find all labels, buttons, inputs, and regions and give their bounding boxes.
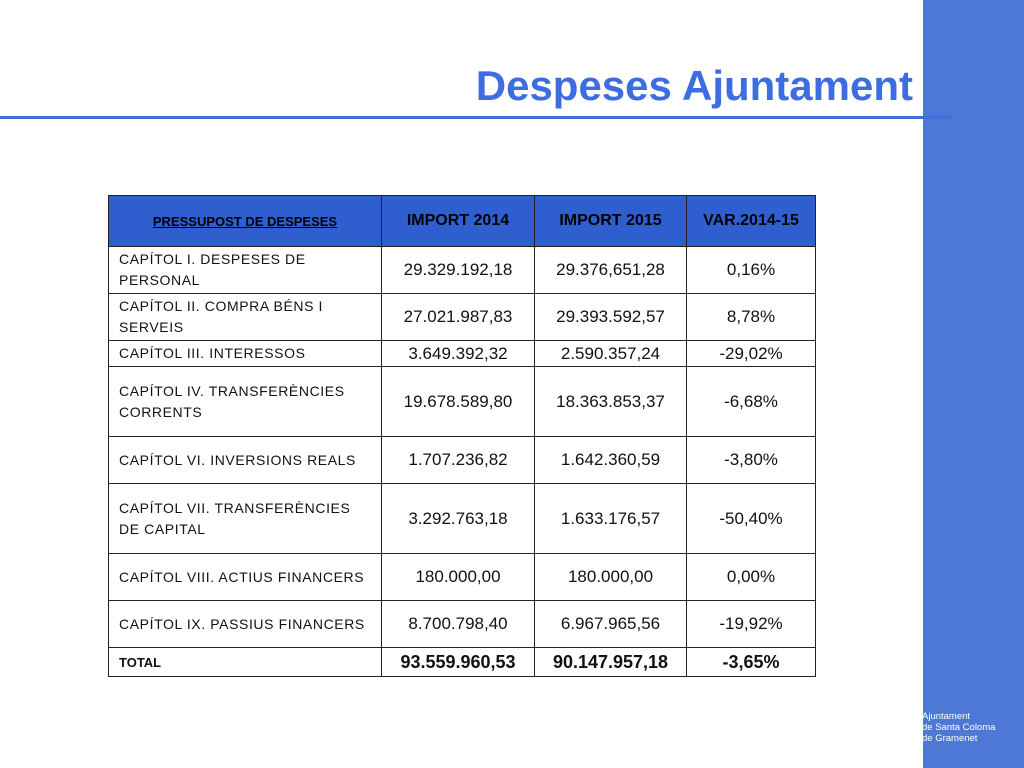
row-label: CAPÍTOL VII. TRANSFERÈNCIES DE CAPITAL	[108, 483, 382, 554]
table-row: CAPÍTOL VII. TRANSFERÈNCIES DE CAPITAL 3…	[108, 483, 816, 554]
row-var: 8,78%	[686, 293, 816, 341]
budget-table: PRESSUPOST DE DESPESES IMPORT 2014 IMPOR…	[108, 195, 816, 677]
row-import-2015: 180.000,00	[534, 553, 687, 601]
row-var: 0,00%	[686, 553, 816, 601]
table-row: CAPÍTOL II. COMPRA BÉNS I SERVEIS 27.021…	[108, 293, 816, 341]
row-label: CAPÍTOL I. DESPESES DE PERSONAL	[108, 246, 382, 294]
row-label: CAPÍTOL VI. INVERSIONS REALS	[108, 436, 382, 484]
row-import-2015: 2.590.357,24	[534, 340, 687, 367]
title-rule	[0, 116, 953, 119]
row-label: CAPÍTOL IV. TRANSFERÈNCIES CORRENTS	[108, 366, 382, 437]
table-row: CAPÍTOL IX. PASSIUS FINANCERS 8.700.798,…	[108, 600, 816, 648]
total-import-2015: 90.147.957,18	[534, 647, 687, 677]
row-import-2014: 1.707.236,82	[381, 436, 535, 484]
row-import-2015: 1.642.360,59	[534, 436, 687, 484]
header-import-2014: IMPORT 2014	[381, 195, 535, 247]
total-row: TOTAL 93.559.960,53 90.147.957,18 -3,65%	[108, 647, 816, 677]
logo-line: de Santa Coloma	[922, 722, 996, 733]
table-row: CAPÍTOL I. DESPESES DE PERSONAL 29.329.1…	[108, 246, 816, 294]
logo-line: de Gramenet	[922, 733, 978, 744]
header-import-2015: IMPORT 2015	[534, 195, 687, 247]
row-var: -50,40%	[686, 483, 816, 554]
table-row: CAPÍTOL VIII. ACTIUS FINANCERS 180.000,0…	[108, 553, 816, 601]
table-row: CAPÍTOL IV. TRANSFERÈNCIES CORRENTS 19.6…	[108, 366, 816, 437]
header-var: VAR.2014-15	[686, 195, 816, 247]
row-import-2015: 29.376,651,28	[534, 246, 687, 294]
row-var: -6,68%	[686, 366, 816, 437]
table-row: CAPÍTOL III. INTERESSOS 3.649.392,32 2.5…	[108, 340, 816, 367]
row-import-2015: 6.967.965,56	[534, 600, 687, 648]
row-import-2014: 3.292.763,18	[381, 483, 535, 554]
row-label: CAPÍTOL IX. PASSIUS FINANCERS	[108, 600, 382, 648]
row-var: -29,02%	[686, 340, 816, 367]
row-var: -19,92%	[686, 600, 816, 648]
total-import-2014: 93.559.960,53	[381, 647, 535, 677]
logo-text: Ajuntament de Santa Coloma de Gramenet	[922, 711, 1022, 744]
row-import-2014: 19.678.589,80	[381, 366, 535, 437]
row-import-2015: 29.393.592,57	[534, 293, 687, 341]
row-import-2015: 18.363.853,37	[534, 366, 687, 437]
row-label: CAPÍTOL III. INTERESSOS	[108, 340, 382, 367]
row-import-2014: 27.021.987,83	[381, 293, 535, 341]
row-import-2014: 8.700.798,40	[381, 600, 535, 648]
row-import-2014: 29.329.192,18	[381, 246, 535, 294]
row-var: 0,16%	[686, 246, 816, 294]
row-import-2014: 180.000,00	[381, 553, 535, 601]
total-label: TOTAL	[108, 647, 382, 677]
side-band	[923, 0, 1024, 768]
row-import-2015: 1.633.176,57	[534, 483, 687, 554]
total-var: -3,65%	[686, 647, 816, 677]
table-row: CAPÍTOL VI. INVERSIONS REALS 1.707.236,8…	[108, 436, 816, 484]
row-import-2014: 3.649.392,32	[381, 340, 535, 367]
logo-line: Ajuntament	[922, 711, 971, 722]
coat-of-arms-icon	[872, 704, 918, 752]
header-pressupost: PRESSUPOST DE DESPESES	[108, 195, 382, 247]
row-label: CAPÍTOL II. COMPRA BÉNS I SERVEIS	[108, 293, 382, 341]
row-var: -3,80%	[686, 436, 816, 484]
slide-title: Despeses Ajuntament	[475, 62, 913, 109]
table-header-row: PRESSUPOST DE DESPESES IMPORT 2014 IMPOR…	[108, 195, 816, 247]
row-label: CAPÍTOL VIII. ACTIUS FINANCERS	[108, 553, 382, 601]
